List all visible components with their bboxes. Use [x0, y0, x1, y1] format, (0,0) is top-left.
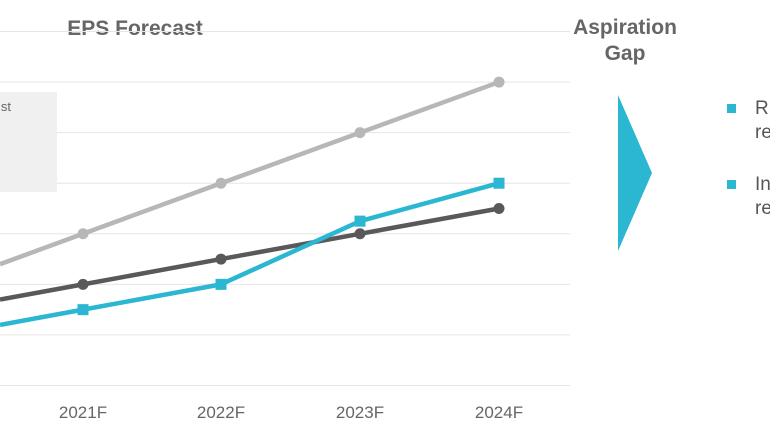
data-point-series-3 [77, 304, 89, 316]
data-point-series-1 [493, 76, 505, 88]
series-line-2 [0, 206, 500, 302]
data-point-series-3 [215, 278, 227, 290]
arrow-shape [618, 95, 652, 251]
x-tick-label: 2022F [197, 403, 245, 422]
data-point-series-2 [354, 228, 366, 240]
data-point-series-2 [77, 278, 89, 290]
bullet-line: In [755, 174, 770, 195]
x-axis-ticks: 2021F 2022F 2023F 2024F [59, 403, 523, 422]
x-tick-label: 2023F [336, 403, 384, 422]
bullet-marker [727, 180, 736, 189]
data-point-series-2 [493, 203, 505, 214]
aspiration-gap-line2: Gap [604, 42, 646, 66]
aspiration-gap-heading: Aspiration Gap [555, 15, 695, 68]
data-point-series-3 [493, 177, 505, 189]
bullet-line: re [755, 122, 770, 143]
bullet-line: re [755, 198, 770, 219]
data-point-series-1 [77, 228, 89, 240]
aspiration-gap-line1: Aspiration [573, 16, 677, 39]
legend-fragment-label: st [0, 99, 11, 114]
series-layer [0, 76, 505, 328]
bullet-text: R re [755, 97, 770, 145]
chevron-right-icon [618, 95, 652, 251]
data-point-series-1 [215, 177, 227, 189]
x-tick-label: 2024F [475, 403, 523, 422]
data-point-series-3 [354, 215, 366, 227]
bullet-line: R [755, 98, 769, 119]
x-tick-label: 2021F [59, 403, 107, 422]
eps-line-chart: 2021F 2022F 2023F 2024F [0, 31, 570, 422]
chart-title: EPS Forecast [67, 17, 203, 40]
data-point-series-2 [215, 253, 227, 265]
bullet-marker [727, 104, 736, 113]
data-point-series-1 [354, 127, 366, 139]
legend-box: st [0, 92, 57, 192]
gridlines [0, 31, 570, 386]
bullet-text: In re [755, 173, 770, 221]
series-line-1 [0, 79, 500, 267]
